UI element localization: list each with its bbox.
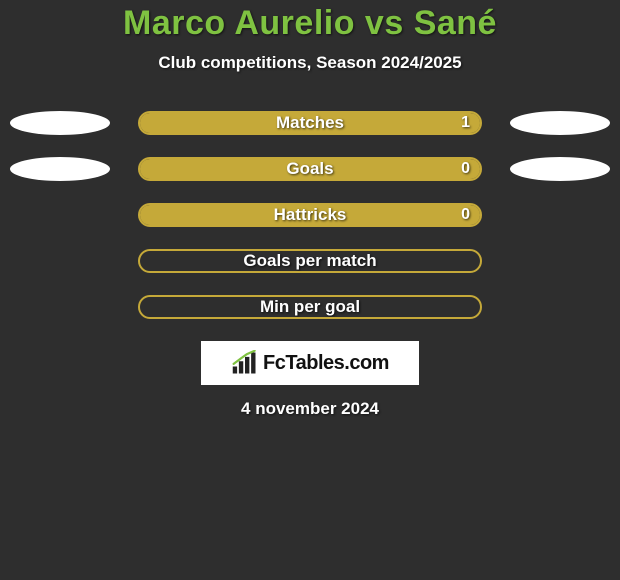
stat-row: Hattricks 0: [0, 203, 620, 227]
stat-value-right: 1: [461, 114, 470, 132]
barchart-icon: [231, 350, 259, 376]
stat-bar: Hattricks 0: [138, 203, 482, 227]
stat-row: Matches 1: [0, 111, 620, 135]
stat-bar: Goals per match: [138, 249, 482, 273]
stat-label: Goals: [286, 159, 333, 179]
page-title: Marco Aurelio vs Sané: [0, 4, 620, 43]
footer-logo: FcTables.com: [201, 341, 419, 385]
footer-logo-text: FcTables.com: [263, 352, 389, 375]
right-ellipse: [510, 157, 610, 181]
stat-bar: Goals 0: [138, 157, 482, 181]
stat-row: Goals per match: [0, 249, 620, 273]
right-ellipse: [510, 111, 610, 135]
stat-value-right: 0: [461, 160, 470, 178]
stat-row: Min per goal: [0, 295, 620, 319]
stat-label: Min per goal: [260, 297, 360, 317]
stat-label: Hattricks: [274, 205, 347, 225]
stat-label: Goals per match: [243, 251, 376, 271]
stat-rows: Matches 1 Goals 0 Hattricks 0 Goals per match M…: [0, 111, 620, 319]
footer-date: 4 november 2024: [0, 399, 620, 419]
page-subtitle: Club competitions, Season 2024/2025: [0, 53, 620, 73]
stat-value-right: 0: [461, 206, 470, 224]
comparison-widget: Marco Aurelio vs Sané Club competitions,…: [0, 0, 620, 419]
stat-label: Matches: [276, 113, 344, 133]
left-ellipse: [10, 111, 110, 135]
left-ellipse: [10, 157, 110, 181]
stat-row: Goals 0: [0, 157, 620, 181]
stat-bar: Min per goal: [138, 295, 482, 319]
stat-bar: Matches 1: [138, 111, 482, 135]
